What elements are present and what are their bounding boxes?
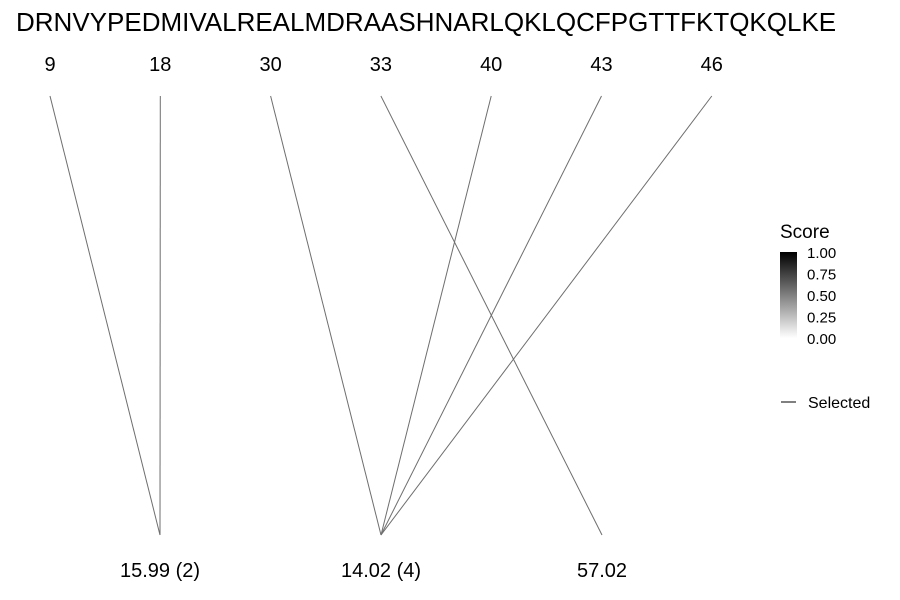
link-line-9	[49, 95, 161, 536]
position-label-18: 18	[149, 54, 171, 76]
peptide-sequence: DRNVYPEDMIVALREALMDRAASHNARLQKLQCFPGTTFK…	[16, 7, 836, 37]
mass-labels: 15.99 (2) 14.02 (4) 57.02	[120, 560, 627, 582]
legend-tick-label: 1.00	[807, 245, 836, 262]
position-label-33: 33	[370, 54, 392, 76]
mass-label-0: 15.99 (2)	[120, 560, 200, 582]
position-labels: 9 18 30 33 40 43 46	[44, 54, 722, 76]
position-label-40: 40	[480, 54, 502, 76]
position-label-46: 46	[701, 54, 723, 76]
link-line-30	[270, 95, 382, 536]
selected-legend-label: Selected	[808, 395, 870, 412]
legend-tick-label: 0.00	[807, 331, 836, 348]
mass-label-1: 14.02 (4)	[341, 560, 421, 582]
position-label-9: 9	[44, 54, 55, 76]
position-label-43: 43	[590, 54, 612, 76]
score-colorbar	[780, 252, 797, 338]
position-label-30: 30	[259, 54, 281, 76]
legend-ticks: 1.00 0.75 0.50 0.25 0.00	[807, 245, 836, 348]
legend-tick-label: 0.50	[807, 288, 836, 305]
link-lines	[49, 95, 713, 536]
mass-label-2: 57.02	[577, 560, 627, 582]
link-line-46	[380, 95, 713, 536]
legend-tick-label: 0.75	[807, 267, 836, 284]
link-line-33	[380, 95, 603, 536]
legend-tick-label: 0.25	[807, 310, 836, 327]
score-legend: Score 1.00 0.75 0.50 0.25 0.00 Selected	[780, 222, 870, 412]
link-line-40	[380, 95, 492, 536]
legend-title: Score	[780, 222, 830, 243]
